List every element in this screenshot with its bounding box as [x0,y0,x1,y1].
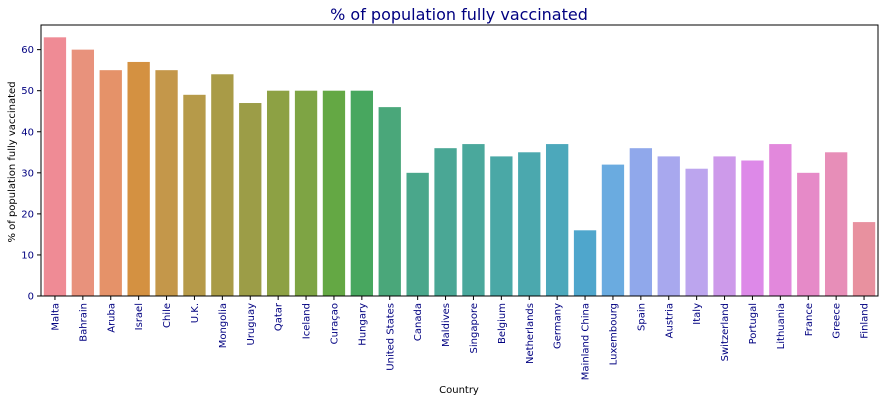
x-tick-label: France [804,303,815,336]
bar-israel [127,61,150,296]
bar-germany [545,144,569,296]
bar-portugal [741,160,764,296]
bar-mongolia [211,74,234,296]
y-tick-label: 40 [21,127,34,138]
bar-switzerland [713,156,736,296]
bar-maldives [434,148,457,296]
plot-frame [40,24,879,297]
y-axis-ticks: 0 10 20 30 40 50 60 [21,45,41,303]
bar-luxembourg [601,164,625,296]
y-tick-label: 0 [28,292,34,303]
x-tick-label: Greece [832,303,843,339]
bar-canada [406,172,429,296]
y-tick-label: 30 [21,168,34,179]
x-tick-label: Aruba [106,303,117,333]
x-tick-label: Luxembourg [608,303,619,365]
y-tick-label: 60 [21,45,34,56]
x-tick-label: Portugal [748,303,759,344]
x-tick-label: Qatar [274,302,285,331]
y-axis-label: % of population fully vaccinated [7,81,18,242]
bar-hungary [350,90,374,297]
x-tick-label: Israel [134,303,145,330]
x-tick-label: Uruguay [246,303,257,346]
bar-chile [155,70,178,297]
x-tick-label: Italy [692,303,703,325]
x-axis-ticks: Malta Bahrain Aruba Israel Chile U.K. Mongolia… [50,296,871,380]
bar-spain [629,148,653,296]
x-tick-label: Iceland [302,303,313,339]
bars-group [43,37,876,297]
x-tick-label: Singapore [469,303,480,353]
bar-uruguay [239,103,262,296]
y-tick-label: 50 [21,86,34,97]
x-axis-label: Country [439,385,479,396]
x-tick-label: Lithuania [776,303,787,349]
bar-austria [657,156,680,296]
y-tick-label: 20 [21,209,34,220]
x-tick-label: Bahrain [78,303,89,342]
bar-bahrain [71,49,95,296]
bar-greece [824,152,848,296]
x-tick-label: Belgium [497,303,508,344]
x-tick-label: Maldives [441,303,452,347]
x-tick-label: Malta [50,303,61,331]
x-tick-label: Switzerland [720,303,731,361]
x-tick-label: Spain [636,303,647,331]
bar-qatar [266,90,290,297]
bar-singapore [462,144,485,296]
bar-u-k- [183,94,206,296]
x-tick-label: Canada [413,303,424,341]
x-tick-label: Mongolia [218,303,229,348]
bar-cura-ao [322,90,346,297]
bar-iceland [294,90,318,297]
x-tick-label: Hungary [357,303,368,346]
bar-lithuania [769,144,792,296]
x-tick-label: United States [385,303,396,371]
x-tick-label: Austria [664,303,675,338]
bar-belgium [490,156,513,296]
x-tick-label: Curaçao [329,303,340,344]
x-tick-label: Finland [860,303,871,339]
x-tick-label: Chile [162,303,173,328]
chart-title: % of population fully vaccinated [330,5,588,24]
bar-malta [43,37,67,297]
bar-finland [852,222,876,296]
bar-mainland-china [573,230,597,296]
y-tick-label: 10 [21,250,34,261]
bar-united-states [378,107,401,296]
x-tick-label: Mainland China [581,303,592,380]
bar-italy [685,168,708,296]
bar-aruba [99,70,122,297]
x-tick-label: Germany [553,303,564,349]
bar-france [797,172,820,296]
x-tick-label: Netherlands [525,303,536,364]
bar-netherlands [518,152,541,296]
x-tick-label: U.K. [190,303,201,323]
